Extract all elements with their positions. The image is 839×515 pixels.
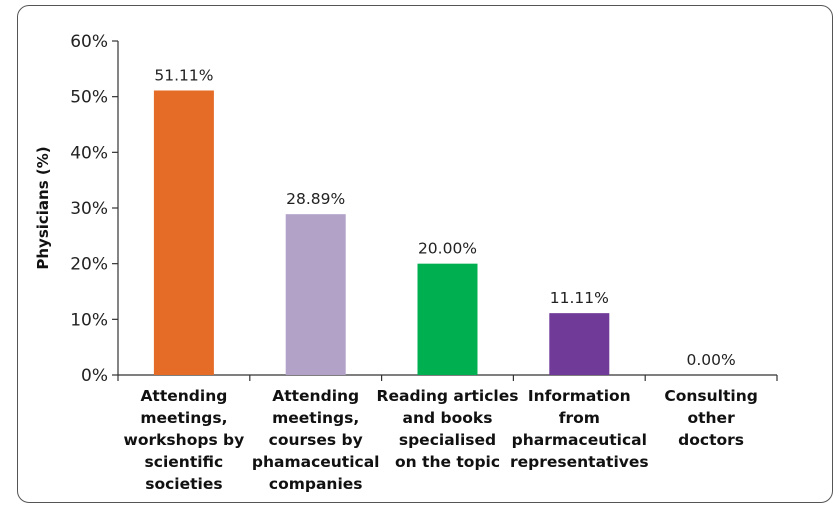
y-tick-label: 10% [70,310,108,330]
y-tick-label: 20% [70,255,108,275]
y-tick-label: 40% [70,143,108,163]
x-tick-label: Attending meetings, workshops by scientific… [124,387,245,493]
data-label: 0.00% [686,351,735,369]
y-axis-label: Physicians (%) [34,146,52,269]
bar [285,214,346,375]
chart-frame [17,5,833,503]
bar [417,263,478,375]
bar [153,90,214,375]
y-tick-label: 0% [81,366,108,386]
data-label: 28.89% [286,190,345,208]
data-label: 51.11% [154,66,213,84]
bars [153,90,610,375]
y-tick-label: 50% [70,88,108,108]
x-tick-label: Attending meetings, courses by phamaceutica… [252,387,380,493]
y-tick-label: 60% [70,32,108,52]
data-label: 20.00% [418,240,477,258]
labels: 51.11% Attending meetings, workshops by scie… [124,66,758,493]
bar [549,313,610,375]
x-tick-label: Information from pharmaceutical representat… [510,387,649,471]
y-tick-label: 30% [70,199,108,219]
axes: 0% 10% 20% 30% 40% 50% 60% [70,32,778,386]
x-tick-label: Consulting other doctors [664,387,757,449]
x-tick-label: Reading articles and books specialised on t… [377,387,519,471]
data-label: 11.11% [550,289,609,307]
